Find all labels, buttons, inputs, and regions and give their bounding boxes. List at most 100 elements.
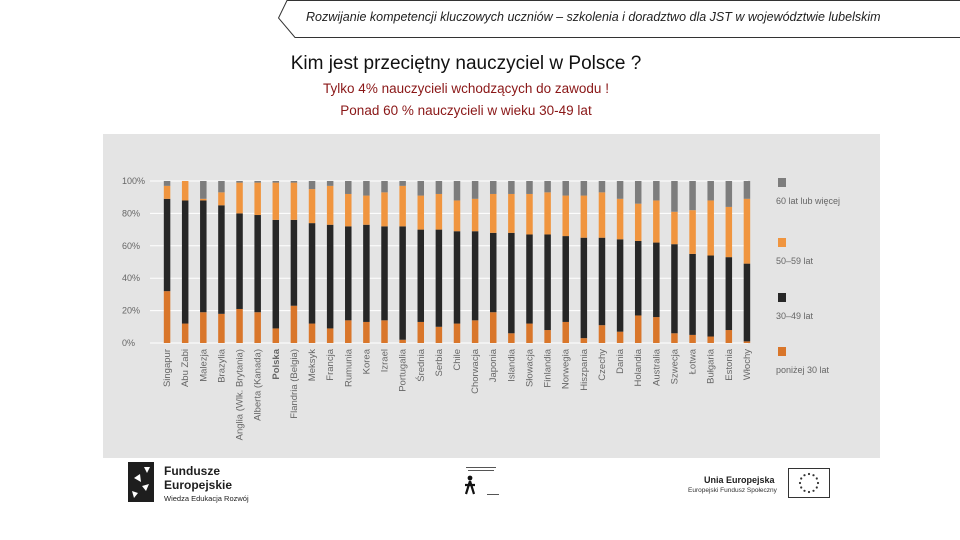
bar-segment bbox=[399, 181, 406, 186]
x-tick-label: Estonia bbox=[724, 348, 735, 380]
bar-segment bbox=[707, 200, 714, 256]
bar-segment bbox=[725, 181, 733, 207]
bar-segment bbox=[218, 313, 225, 343]
x-tick-label: Bułgaria bbox=[706, 348, 717, 384]
bar-segment bbox=[526, 323, 533, 343]
eu-flag-star bbox=[798, 481, 802, 485]
y-tick-label: 20% bbox=[122, 306, 140, 316]
bar-segment bbox=[580, 181, 588, 196]
bar-segment bbox=[272, 182, 280, 220]
bar-segment bbox=[689, 181, 696, 211]
bar-segment bbox=[671, 181, 678, 212]
bar-segment bbox=[345, 181, 352, 194]
bar-segment bbox=[363, 321, 370, 343]
bar-segment bbox=[218, 205, 225, 314]
bar-segment bbox=[200, 181, 207, 199]
bar-segment bbox=[598, 237, 606, 326]
bar-segment bbox=[489, 232, 497, 313]
bar-segment bbox=[272, 181, 280, 183]
page-title: Kim jest przeciętny nauczyciel w Polsce … bbox=[290, 53, 642, 74]
eu-flag-star bbox=[803, 489, 806, 492]
bar-segment bbox=[671, 244, 678, 334]
bar-segment bbox=[363, 195, 370, 225]
bar-segment bbox=[634, 203, 642, 241]
bar-segment bbox=[580, 195, 588, 238]
bar-segment bbox=[254, 215, 261, 313]
bar-segment bbox=[653, 242, 660, 318]
x-tick-label: Brazylia bbox=[216, 348, 227, 383]
x-tick-label: Izrael bbox=[380, 349, 391, 372]
bar-segment bbox=[526, 193, 533, 235]
x-tick-label: Średnia bbox=[415, 348, 427, 381]
eu-flag-star bbox=[807, 490, 811, 494]
bar-segment bbox=[308, 223, 316, 324]
eu-flag-star bbox=[812, 489, 815, 492]
bar-segment bbox=[399, 185, 406, 227]
bar-segment bbox=[489, 181, 497, 194]
bar-segment bbox=[381, 181, 388, 193]
bar-segment bbox=[653, 181, 660, 201]
fe-line-2: Europejskie bbox=[164, 478, 233, 492]
bar-segment bbox=[725, 206, 733, 258]
bar-segment bbox=[254, 312, 261, 343]
header-banner bbox=[278, 0, 960, 38]
bar-segment bbox=[508, 181, 515, 194]
bar-segment bbox=[435, 181, 443, 194]
bar-segment bbox=[471, 198, 479, 232]
bar-segment bbox=[345, 226, 352, 321]
bar-segment bbox=[163, 291, 171, 343]
x-tick-label: Singapur bbox=[162, 349, 173, 387]
fundusze-europejskie-logo: Fundusze Europejskie Wiedza Edukacja Roz… bbox=[128, 460, 268, 506]
subtitle-1: Tylko 4% nauczycieli wchodzących do zawo… bbox=[323, 81, 609, 96]
bar-segment bbox=[743, 198, 751, 264]
bar-segment bbox=[435, 326, 443, 343]
bar-segment bbox=[417, 229, 425, 322]
x-tick-label: Szwecja bbox=[669, 348, 680, 384]
legend-label: 30–49 lat bbox=[776, 311, 814, 321]
bar-segment bbox=[381, 192, 388, 227]
bar-segment bbox=[399, 339, 406, 343]
header-text: Rozwijanie kompetencji kluczowych ucznió… bbox=[306, 10, 881, 24]
bar-segment bbox=[399, 226, 406, 340]
bar-segment bbox=[236, 213, 243, 309]
x-tick-label: Włochy bbox=[742, 349, 753, 380]
bar-segment bbox=[671, 211, 678, 245]
legend-label: 50–59 lat bbox=[776, 256, 814, 266]
bar-segment bbox=[634, 240, 642, 316]
bar-segment bbox=[616, 239, 624, 332]
bar-segment bbox=[453, 200, 461, 232]
eu-flag-star bbox=[807, 472, 811, 476]
bar-segment bbox=[508, 333, 515, 343]
x-tick-label: Finlandia bbox=[543, 348, 554, 387]
x-tick-label: Dania bbox=[615, 348, 626, 374]
bar-segment bbox=[562, 236, 569, 322]
bar-segment bbox=[381, 320, 388, 343]
bar-segment bbox=[272, 328, 280, 343]
bar-segment bbox=[544, 192, 551, 235]
subtitle-2: Ponad 60 % nauczycieli w wieku 30-49 lat bbox=[340, 103, 592, 118]
bar-segment bbox=[308, 189, 316, 224]
chart-panel: 100% 80% 60% 40% 20% 0% Singapur Abu Zabi Malezj… bbox=[103, 134, 880, 458]
bar-segment bbox=[562, 195, 569, 237]
bar-segment bbox=[236, 182, 243, 214]
x-tick-label: Chile bbox=[452, 349, 463, 371]
bar-segment bbox=[163, 185, 171, 199]
bar-segment bbox=[290, 219, 298, 306]
x-tick-label: Chorwacja bbox=[470, 348, 481, 394]
bar-segment bbox=[526, 181, 533, 194]
bar-segment bbox=[508, 193, 515, 233]
bar-segment bbox=[345, 320, 352, 343]
bar-segment bbox=[308, 181, 316, 190]
bar-segment bbox=[453, 181, 461, 201]
x-tick-label: Holandia bbox=[633, 348, 644, 386]
x-tick-label: Meksyk bbox=[307, 349, 318, 381]
bar-segment bbox=[200, 312, 207, 343]
bar-segment bbox=[272, 219, 280, 329]
bar-segment bbox=[236, 181, 243, 183]
bar-segment bbox=[562, 321, 569, 343]
bar-segment bbox=[689, 253, 696, 335]
x-tick-label: Australia bbox=[651, 348, 662, 386]
bar-segment bbox=[254, 181, 261, 183]
bar-segment bbox=[363, 224, 370, 322]
bar-segment bbox=[562, 181, 569, 196]
